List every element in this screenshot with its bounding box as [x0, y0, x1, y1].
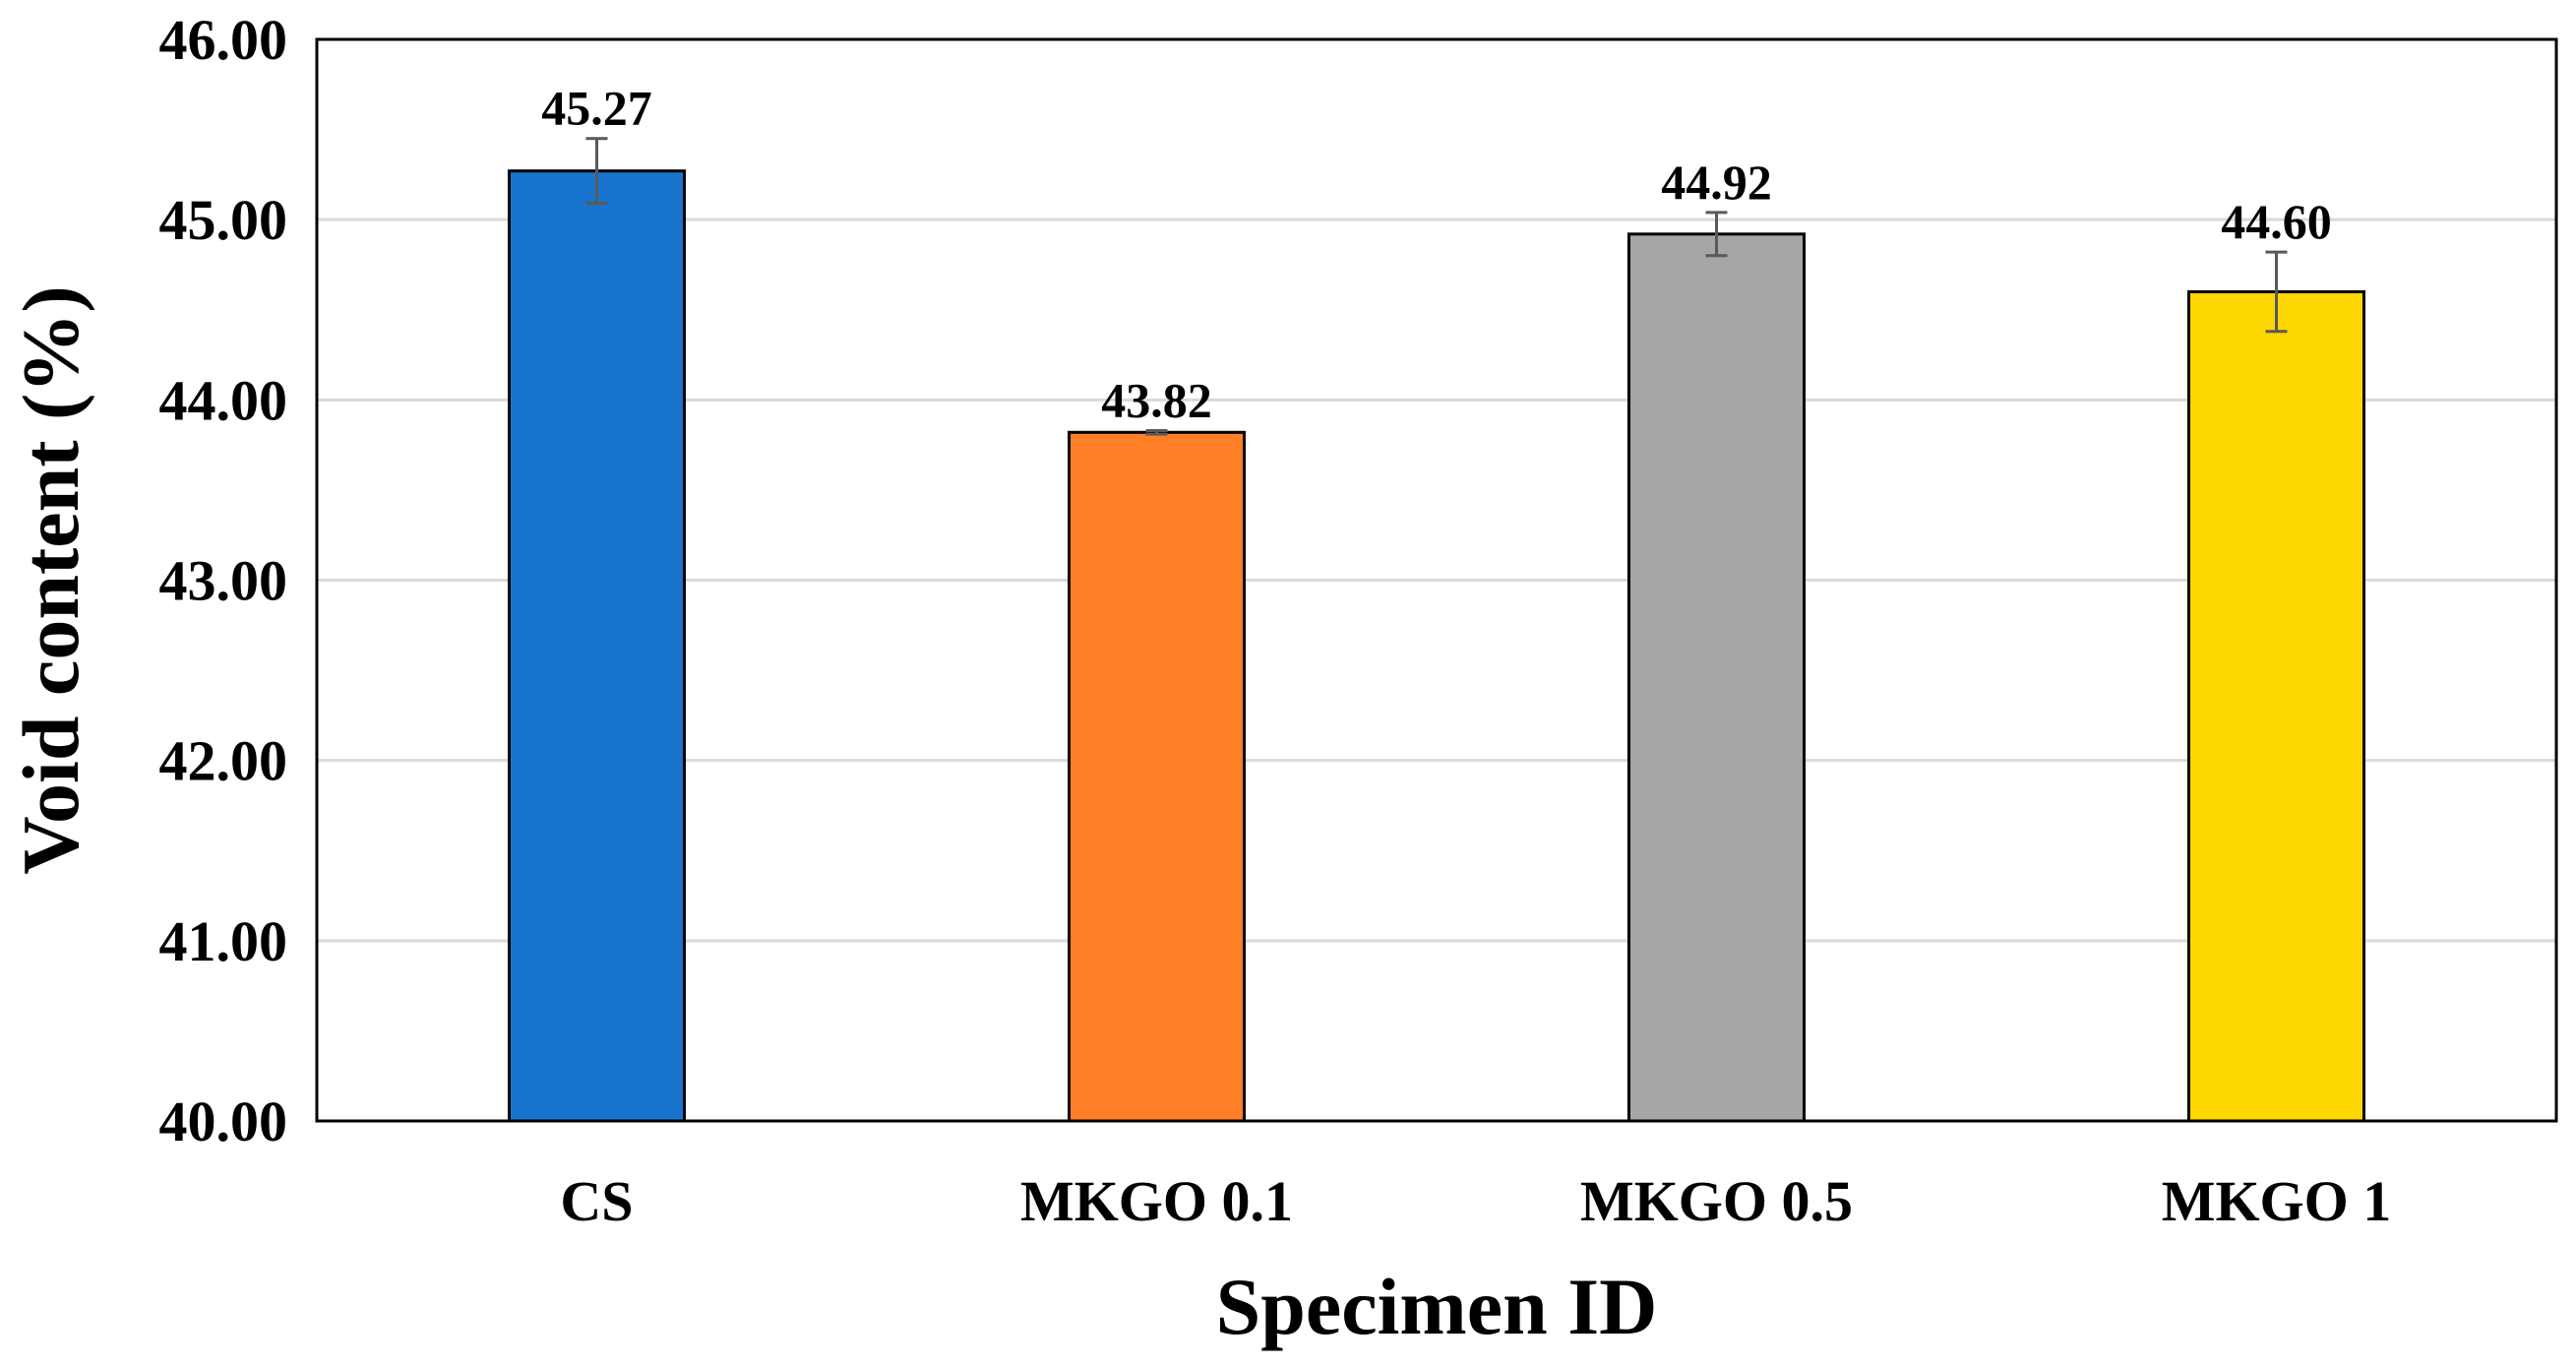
bar — [508, 169, 686, 1123]
x-tick-label: MKGO 0.5 — [1580, 1169, 1853, 1233]
y-tick-label: 44.00 — [159, 368, 288, 432]
data-label: 45.27 — [541, 81, 652, 136]
y-tick-label: 41.00 — [159, 909, 288, 973]
bar — [1068, 430, 1246, 1123]
error-bars — [585, 137, 2288, 436]
y-tick-label: 46.00 — [159, 8, 288, 72]
plot-area-frame — [315, 37, 2558, 1123]
error-bar — [1145, 428, 1168, 436]
bars — [508, 169, 2365, 1123]
data-label: 44.60 — [2221, 194, 2332, 249]
y-tick-label: 43.00 — [159, 549, 288, 613]
x-tick-label: MKGO 1 — [2162, 1169, 2392, 1233]
x-tick-label: CS — [560, 1169, 633, 1233]
x-axis-labels: CS MKGO 0.1 MKGO 0.5 MKGO 1 — [560, 1169, 2391, 1233]
bar — [2187, 289, 2365, 1123]
y-axis-title: Void content (%) — [6, 285, 95, 874]
y-tick-label: 42.00 — [159, 729, 288, 793]
data-label: 43.82 — [1101, 372, 1212, 427]
error-bar — [585, 137, 608, 206]
x-axis-title: Specimen ID — [1216, 1262, 1658, 1351]
gridlines — [317, 218, 2556, 943]
y-tick-label: 40.00 — [159, 1089, 288, 1153]
x-tick-label: MKGO 0.1 — [1020, 1169, 1293, 1233]
error-bar — [1705, 211, 1728, 258]
y-axis-ticks: 40.00 41.00 42.00 43.00 44.00 45.00 46.00 — [159, 8, 288, 1153]
error-bar — [2265, 250, 2288, 334]
bar — [1627, 232, 1806, 1123]
y-tick-label: 45.00 — [159, 188, 288, 252]
data-labels: 45.27 43.82 44.92 44.60 — [541, 81, 2332, 428]
data-label: 44.92 — [1661, 155, 1772, 210]
